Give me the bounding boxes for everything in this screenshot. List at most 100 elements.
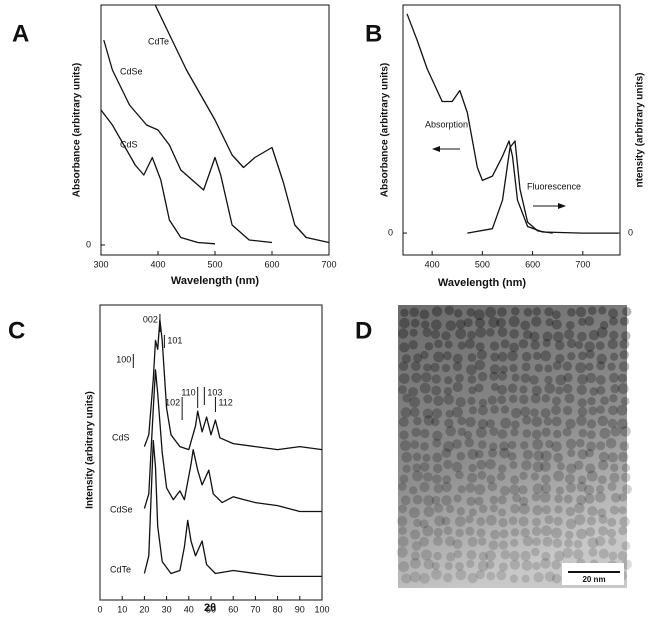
particle — [467, 375, 477, 384]
particle — [457, 416, 466, 426]
x-tick-label: 60 — [228, 604, 238, 614]
series-label: Absorption — [425, 119, 468, 129]
particle — [468, 463, 477, 473]
particle — [519, 471, 528, 480]
particle — [443, 459, 453, 470]
particle — [434, 515, 446, 527]
particle — [485, 550, 496, 561]
particle — [520, 373, 531, 384]
particle — [586, 516, 596, 526]
particle — [567, 449, 576, 458]
particle — [511, 307, 520, 316]
particle — [445, 320, 457, 331]
particle — [551, 416, 562, 427]
particle — [562, 427, 572, 437]
particle — [499, 441, 510, 452]
particle — [490, 405, 499, 414]
particle — [539, 491, 551, 503]
particle — [522, 415, 532, 425]
particle — [499, 529, 509, 539]
particle — [398, 526, 407, 535]
particle — [617, 418, 628, 430]
x-tick-label: 500 — [207, 259, 222, 269]
particle — [555, 486, 565, 495]
particle — [399, 430, 409, 440]
scale-bar-background — [562, 563, 624, 585]
particle — [511, 407, 522, 419]
particle — [467, 572, 478, 584]
particle — [496, 472, 506, 481]
particle — [616, 404, 628, 416]
particle — [618, 492, 628, 502]
particle — [431, 561, 440, 571]
particle — [401, 573, 412, 584]
x-tick-label: 600 — [264, 259, 279, 269]
particle — [498, 540, 509, 550]
particle — [509, 461, 518, 470]
particle — [541, 483, 552, 494]
particle — [552, 361, 562, 371]
particle — [520, 320, 531, 331]
particle — [619, 516, 630, 527]
particle — [455, 569, 467, 581]
particle — [452, 361, 463, 372]
curve — [154, 4, 330, 244]
particle — [464, 338, 475, 349]
particle — [464, 430, 473, 439]
particle — [584, 316, 595, 326]
particle — [532, 439, 544, 450]
particle — [401, 451, 413, 463]
particle — [530, 408, 539, 417]
particle — [607, 339, 618, 350]
particle — [530, 340, 541, 350]
particle — [511, 373, 520, 382]
particle — [544, 383, 556, 394]
particle — [467, 396, 476, 406]
particle — [477, 560, 489, 572]
particle — [566, 338, 577, 349]
particle — [510, 528, 520, 537]
particle — [453, 549, 463, 559]
particle — [466, 496, 476, 506]
particle — [486, 419, 495, 429]
particle — [400, 308, 409, 317]
particle — [583, 484, 595, 496]
particle — [585, 372, 597, 384]
particle — [575, 340, 584, 349]
particle — [497, 495, 507, 505]
particle — [420, 442, 429, 451]
particle — [423, 363, 432, 372]
particle — [457, 427, 467, 437]
particle — [443, 387, 453, 396]
particle — [408, 507, 420, 519]
particle — [577, 406, 588, 417]
particle — [609, 372, 619, 383]
particle — [532, 483, 544, 495]
particle — [509, 342, 519, 353]
particle — [443, 441, 455, 452]
particle — [510, 538, 519, 547]
particle — [500, 339, 510, 349]
particle — [573, 539, 583, 549]
particle — [489, 371, 499, 381]
particle — [476, 349, 487, 360]
particle — [586, 430, 596, 440]
particle — [433, 503, 444, 513]
particle — [431, 306, 443, 317]
particle — [500, 405, 510, 414]
particle — [544, 364, 553, 373]
particle — [497, 351, 508, 362]
particle — [431, 495, 441, 505]
particle — [532, 307, 541, 316]
particle — [562, 405, 573, 416]
y-axis-title: Absorbance (arbitrary units) — [380, 63, 391, 197]
particle — [522, 449, 533, 460]
particle — [423, 394, 433, 404]
particle — [577, 449, 588, 460]
x-tick-label: 700 — [575, 259, 590, 269]
particle — [622, 306, 632, 317]
x-tick-label: 20 — [139, 604, 149, 614]
peak-label: 100 — [116, 354, 131, 364]
particle — [542, 331, 553, 342]
particle — [585, 463, 596, 474]
